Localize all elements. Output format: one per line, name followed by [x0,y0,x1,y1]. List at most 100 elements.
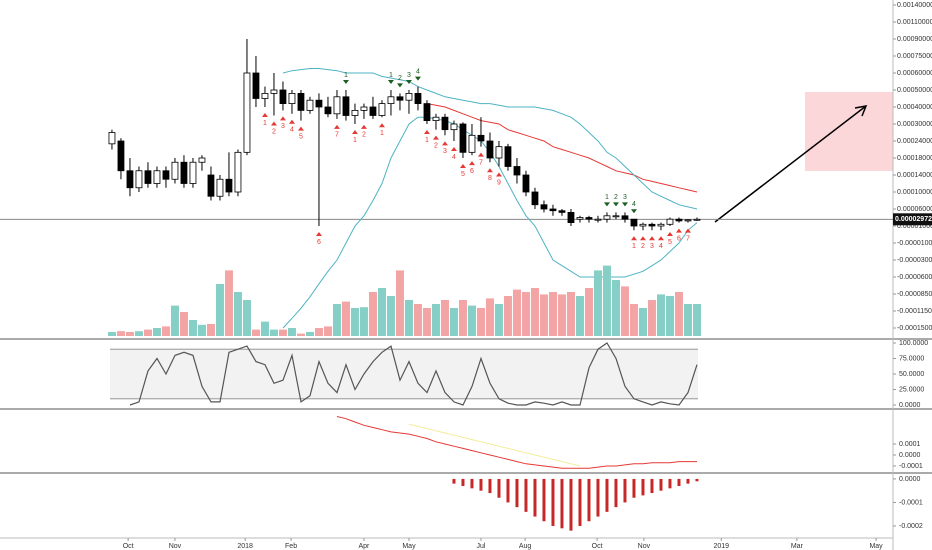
candle-body [486,140,494,159]
td-count: 4 [416,68,420,75]
td-count: 5 [299,133,303,140]
y-tick-label: 0.00110000 [897,19,932,26]
indicator-line [336,416,697,469]
histogram-bar [569,478,573,531]
volume-bar [359,307,368,336]
histogram-bar [560,478,564,529]
volume-bar [179,312,188,336]
y-tick-label: 0.00010000 [897,189,932,196]
volume-bar [593,270,602,336]
candle-body [171,161,179,180]
td-marker [675,228,682,233]
volume-bar [134,331,143,336]
td-count: 6 [470,168,474,175]
candle-body [306,99,314,111]
td-count: 1 [389,72,393,79]
candle-body [243,72,251,153]
td-count: 2 [362,132,366,139]
td-marker [414,76,421,81]
td-count: 1 [380,130,384,137]
y-tick-label: 0.00024000 [897,138,932,145]
volume-bar [683,304,692,336]
td-marker [441,141,448,146]
candle-body [252,72,260,99]
x-tick-label: Mar [791,543,804,550]
histogram-bar [650,478,654,494]
histogram-bar [614,478,618,508]
td-count: 2 [398,75,402,82]
td-marker [405,80,412,84]
volume-bar [629,304,638,336]
candle-body [297,93,305,111]
y-tick-label: 0.00040000 [897,104,932,111]
volume-bar [494,304,503,336]
y-tick-label: -0.00008500 [897,291,932,298]
x-tick-label: 2019 [713,543,729,550]
volume-bar [449,308,458,336]
candle-body [441,116,449,131]
y-tick-label: 0.00075000 [897,53,932,60]
td-marker [657,236,664,241]
candle-body [396,96,404,101]
td-marker [468,161,475,166]
volume-bar [368,292,377,336]
histogram-bar [461,478,465,486]
td-marker [630,236,637,241]
td-marker [315,232,322,236]
td-marker [360,124,367,129]
volume-bar [503,296,512,336]
volume-bar [512,289,521,336]
y-tick-label: -0.00003000 [897,257,932,264]
candle-body [612,215,620,218]
volume-bar [125,332,134,336]
td-count: 4 [659,243,663,250]
volume-bar [647,300,656,336]
volume-bar [341,301,350,336]
candle-body [342,96,350,116]
y-tick-label: 0.0000 [899,476,921,483]
td-count: 8 [488,175,492,182]
y-tick-label: 0.00018000 [897,155,932,162]
candle-body [666,218,674,225]
last-price-tag [893,213,932,226]
td-marker [495,172,502,177]
y-tick-label: 0.00090000 [897,36,932,43]
volume-bar [665,296,674,336]
candle-body [468,134,476,153]
histogram-bar [578,478,582,526]
candle-body [153,170,161,184]
td-count: 7 [335,132,339,139]
candle-body [288,93,296,105]
td-count: 3 [623,194,627,201]
volume-bar [440,300,449,336]
td-count: 5 [461,171,465,178]
histogram-bar [488,478,492,494]
volume-bar [188,320,197,336]
candle-body [198,157,206,163]
volume-bar [287,328,296,336]
candle-body [585,217,593,220]
candle-body [117,140,125,172]
y-tick-label: 0.0000 [899,402,921,409]
volume-bar [116,331,125,336]
y-tick-label: 0.00140000 [897,2,932,9]
volume-bar [692,304,701,336]
candle-body [459,123,467,153]
volume-bar [656,294,665,336]
y-tick-label: -0.00011500 [897,308,932,315]
td-marker [630,209,637,214]
volume-bar [251,329,260,336]
candle-body [594,218,602,221]
x-tick-label: Aug [519,543,532,550]
td-marker [603,202,610,207]
td-count: 6 [677,235,681,242]
volume-bar [638,308,647,336]
td-count: 7 [686,235,690,242]
volume-bar [152,328,161,336]
td-marker [432,135,439,140]
volume-bar [161,326,170,336]
candle-body [405,93,413,101]
volume-bar [260,321,269,336]
histogram-bar [659,478,663,491]
volume-bar [620,286,629,336]
